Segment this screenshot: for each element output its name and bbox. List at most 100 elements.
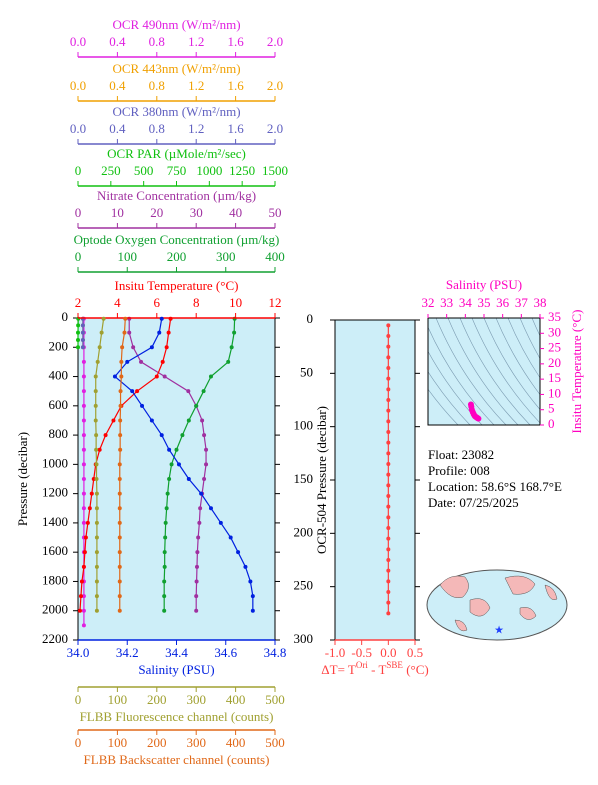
profile-point: [80, 337, 85, 342]
profile-point: [162, 564, 167, 569]
x-axis-label: OCR 380nm (W/m²/nm): [112, 104, 240, 119]
x-tick-label: 300: [186, 735, 206, 750]
profile-point: [76, 323, 81, 328]
profile-point: [118, 433, 123, 438]
profile-point: [76, 337, 80, 342]
profile-point: [94, 491, 99, 496]
profile-point: [149, 418, 154, 423]
x-tick-label: 34: [459, 295, 473, 310]
profile-point: [94, 594, 99, 599]
profile-point: [81, 447, 86, 452]
profile-point: [195, 550, 200, 555]
ts-point: [475, 415, 482, 422]
y-tick-label: 1400: [42, 514, 68, 529]
profile-point: [204, 462, 209, 467]
profile-point: [81, 433, 86, 438]
profile-point: [117, 477, 122, 481]
x-tick-label: 200: [167, 249, 187, 264]
x-axis-label: FLBB Backscatter channel (counts): [84, 752, 270, 767]
x-tick-label: 38: [534, 295, 547, 310]
profile-point: [117, 491, 122, 496]
profile-point: [386, 440, 391, 445]
profile-point: [81, 403, 86, 408]
y-tick-label: 50: [300, 364, 313, 379]
profile-point: [386, 526, 391, 530]
profile-point: [85, 520, 90, 525]
profile-point: [94, 564, 99, 569]
x-tick-label: 400: [226, 735, 246, 750]
profile-point: [228, 535, 233, 540]
profile-point: [135, 389, 140, 394]
profile-point: [81, 608, 86, 613]
profile-point: [163, 535, 168, 540]
x-axis-label-part: ΔT= T: [321, 662, 356, 677]
profile-point: [204, 447, 209, 452]
profile-point: [93, 418, 98, 423]
profile-point: [386, 568, 391, 573]
x-tick-label: 0.0: [70, 78, 86, 93]
x-tick-label: 100: [108, 735, 128, 750]
profile-point: [80, 330, 85, 335]
profile-point: [101, 316, 106, 321]
profile-point: [167, 477, 172, 481]
y-tick-label: 1200: [42, 485, 68, 500]
density-contour: [428, 371, 471, 425]
profile-point: [386, 387, 391, 392]
profile-point: [157, 330, 162, 335]
profile-point: [236, 550, 241, 555]
profile-point: [94, 506, 99, 511]
profile-point: [120, 345, 125, 350]
profile-point: [154, 374, 159, 379]
profile-point: [164, 506, 169, 511]
x-tick-label: 0.8: [149, 78, 165, 93]
profile-point: [77, 608, 82, 613]
x-tick-label: 0.8: [149, 34, 165, 49]
y-tick-label: 1800: [42, 572, 68, 587]
profile-point: [94, 520, 99, 525]
profile-point: [386, 408, 391, 413]
profile-point: [93, 374, 98, 379]
x-axis-label-part: Ori: [356, 660, 368, 670]
x-tick-label: 0.4: [109, 121, 126, 136]
x-tick-label: 0: [75, 205, 82, 220]
y-tick-label: 1600: [42, 543, 68, 558]
x-tick-label: 200: [147, 692, 167, 707]
y-tick-label: 25: [548, 340, 561, 355]
x-tick-label: 32: [422, 295, 435, 310]
profile-point: [386, 334, 391, 338]
profile-point: [174, 447, 179, 452]
profile-point: [93, 389, 98, 394]
profile-point: [118, 403, 123, 408]
profile-point: [117, 564, 122, 569]
profile-point: [125, 359, 130, 364]
y-axis-label: Insitu Temperature (°C): [569, 310, 584, 434]
main-plot-bg: [78, 318, 275, 640]
x-tick-label: 500: [265, 735, 285, 750]
profile-point: [201, 389, 206, 394]
profile-point: [386, 344, 391, 349]
x-axis-label-part: - T: [368, 662, 387, 677]
x-tick-label: 0: [75, 692, 82, 707]
x-tick-label: -0.5: [351, 645, 372, 660]
profile-point: [386, 579, 391, 584]
x-tick-label: 0.5: [407, 645, 423, 660]
density-contour: [507, 318, 540, 379]
profile-point: [118, 389, 123, 394]
x-tick-label: 2: [75, 295, 82, 310]
x-tick-label: 20: [150, 205, 163, 220]
x-tick-label: 36: [496, 295, 510, 310]
profile-point: [168, 316, 173, 321]
profile-point: [162, 579, 167, 584]
profile-point: [117, 535, 122, 540]
x-tick-label: 1.2: [188, 78, 204, 93]
x-tick-label: 1.6: [227, 78, 244, 93]
x-tick-label: 6: [154, 295, 161, 310]
profile-point: [81, 564, 86, 569]
x-axis-label: Salinity (PSU): [446, 277, 522, 292]
profile-point: [202, 477, 207, 481]
y-tick-label: 10: [548, 385, 561, 400]
y-tick-label: 200: [294, 524, 314, 539]
x-tick-label: 0.8: [149, 121, 165, 136]
y-tick-label: 100: [294, 418, 314, 433]
x-tick-label: 1.2: [188, 34, 204, 49]
